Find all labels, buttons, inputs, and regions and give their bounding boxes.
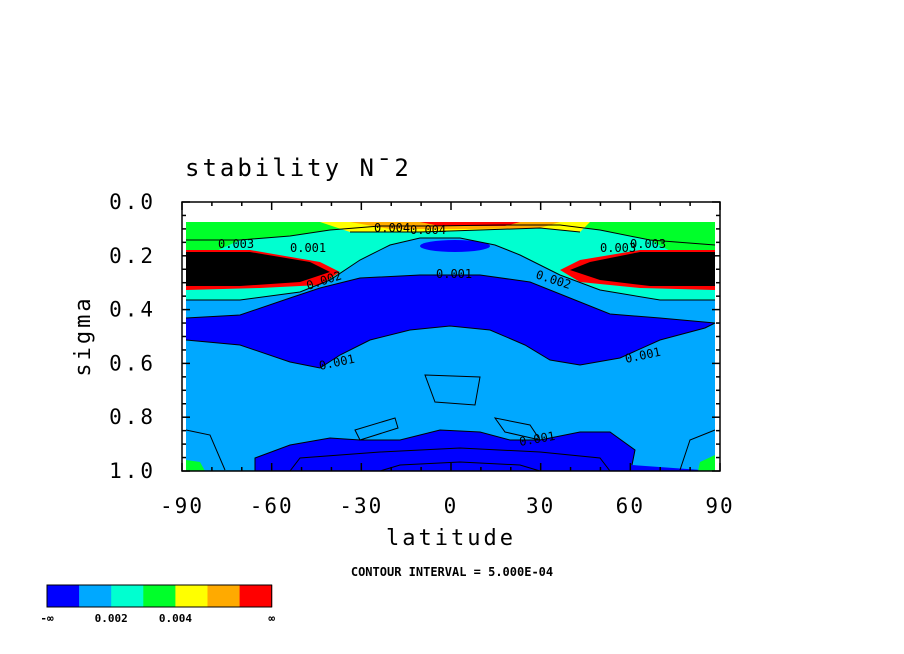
contour-lines [185, 224, 716, 472]
x-tick-label: 90 [705, 494, 734, 518]
x-tick-label: -90 [160, 494, 204, 518]
x-axis-label: latitude [386, 526, 516, 551]
colorbar-label: -∞ [40, 612, 54, 625]
contour-fills [186, 222, 715, 471]
y-tick-label: 0.8 [109, 405, 156, 429]
colorbar-labels: -∞ 0.002 0.004 ∞ [40, 612, 275, 625]
y-tick-label: 0.6 [109, 351, 156, 375]
chart-title: stability N¯2 [185, 154, 412, 182]
colorbar-label: ∞ [268, 612, 275, 625]
colorbar [46, 584, 273, 608]
colorbar-swatch [175, 585, 208, 607]
colorbar-swatch [79, 585, 112, 607]
x-tick-label: 0 [444, 494, 459, 518]
contour-label: 0.003 [600, 241, 636, 255]
band-green-sw [186, 460, 205, 471]
contour-interval-caption: CONTOUR INTERVAL = 5.000E-04 [351, 565, 553, 579]
axis-ticks [181, 201, 721, 472]
colorbar-frame [46, 584, 273, 608]
contour-label: 0.001 [436, 267, 472, 281]
y-tick-labels: 0.0 0.2 0.4 0.6 0.8 1.0 [109, 190, 156, 483]
colorbar-swatch [239, 585, 273, 607]
colorbar-label: 0.002 [95, 612, 128, 625]
band-blue-mid [186, 275, 715, 368]
band-green-upper [186, 222, 715, 275]
contour-label: 0.003 [630, 237, 666, 251]
y-tick-label: 0.4 [109, 298, 156, 322]
band-jet-left-hatch [186, 252, 330, 286]
contour-label: 0.003 [218, 237, 254, 251]
band-jet-right-hatch [570, 252, 715, 286]
y-tick-label: 0.2 [109, 244, 156, 268]
y-axis-label: sigma [71, 295, 96, 376]
colorbar-swatch [143, 585, 176, 607]
x-tick-label: -30 [339, 494, 383, 518]
colorbar-label: 0.004 [159, 612, 192, 625]
x-tick-labels: -90 -60 -30 0 30 60 90 [160, 494, 734, 518]
colorbar-swatch [47, 585, 80, 607]
colorbar-swatch [207, 585, 241, 607]
y-tick-label: 0.0 [109, 190, 156, 214]
colorbar-swatch [111, 585, 144, 607]
band-green-se [698, 455, 715, 471]
contour-label: 0.004 [410, 223, 446, 237]
band-blue-top-blob [420, 240, 490, 252]
contour-label-group: 0.003 0.001 0.002 0.004 0.001 0.002 0.00… [218, 221, 666, 449]
y-tick-label: 1.0 [109, 459, 156, 483]
contour-label: 0.004 [374, 221, 410, 235]
contour-label: 0.001 [518, 429, 556, 449]
x-tick-label: 30 [526, 494, 555, 518]
contour-label: 0.001 [290, 241, 326, 255]
x-tick-label: -60 [250, 494, 294, 518]
x-tick-label: 60 [616, 494, 645, 518]
